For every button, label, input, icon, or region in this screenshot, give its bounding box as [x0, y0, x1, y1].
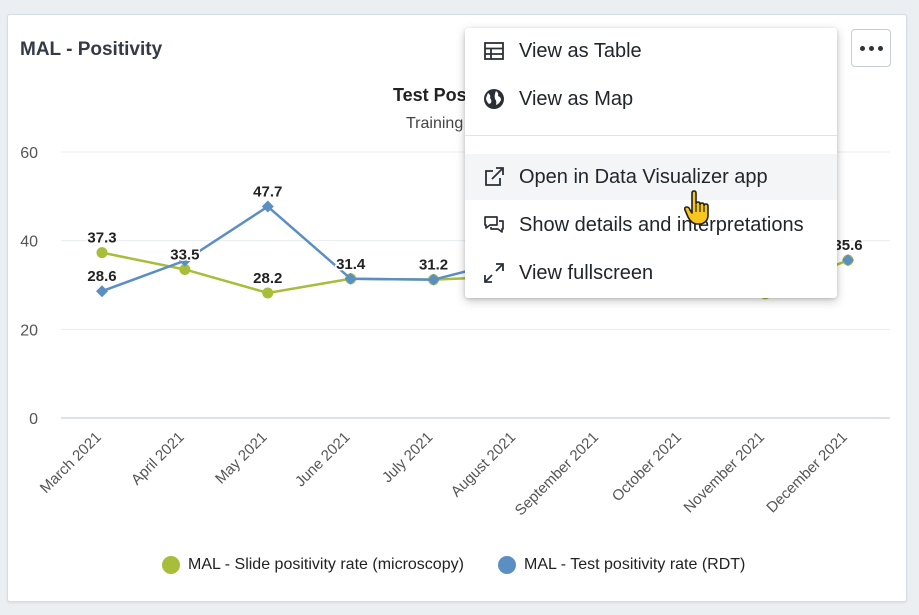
- data-label: 47.7: [253, 184, 282, 201]
- data-point[interactable]: [344, 272, 357, 285]
- data-label: 28.2: [253, 270, 282, 287]
- menu-item-view-map[interactable]: View as Map: [465, 76, 837, 122]
- x-tick-label: June 2021: [292, 429, 354, 491]
- menu-item-label: View fullscreen: [519, 261, 654, 284]
- data-label: 37.3: [87, 230, 116, 247]
- y-tick-label: 20: [20, 322, 38, 339]
- card-title: MAL - Positivity: [20, 39, 163, 60]
- y-tick-label: 0: [29, 411, 38, 428]
- legend-swatch: [162, 556, 180, 574]
- chart-subtitle: Training: [406, 115, 463, 132]
- menu-item-label: Show details and interpretations: [519, 213, 804, 236]
- more-options-button[interactable]: [851, 29, 891, 67]
- data-label: 31.2: [419, 257, 448, 274]
- dot-icon: [868, 45, 874, 51]
- chart-title: Test Pos: [393, 85, 467, 105]
- data-point[interactable]: [262, 287, 274, 299]
- legend-swatch: [498, 556, 516, 574]
- legend-item[interactable]: MAL - Slide positivity rate (microscopy): [162, 556, 464, 574]
- data-point[interactable]: [178, 254, 191, 267]
- data-label: 31.4: [336, 256, 366, 273]
- x-tick-label: May 2021: [212, 429, 271, 488]
- table-icon: [484, 42, 504, 60]
- data-point[interactable]: [427, 273, 440, 286]
- data-point[interactable]: [261, 200, 274, 213]
- x-tick-label: November 2021: [680, 429, 767, 516]
- y-tick-label: 40: [20, 234, 38, 251]
- series-line: [101, 204, 517, 293]
- x-tick-label: April 2021: [128, 429, 188, 489]
- comments-icon: [484, 216, 504, 233]
- menu-item-view-table[interactable]: View as Table: [465, 28, 837, 74]
- menu-item-open-data-visualizer[interactable]: Open in Data Visualizer app: [465, 154, 837, 200]
- data-point[interactable]: [96, 247, 108, 259]
- menu-item-show-details[interactable]: Show details and interpretations: [465, 202, 837, 248]
- y-tick-label: 60: [20, 145, 38, 162]
- dot-icon: [877, 45, 883, 51]
- context-menu: View as Table View as Map Open in Data V…: [465, 28, 837, 298]
- data-label: 28.6: [87, 268, 116, 285]
- legend-label: MAL - Slide positivity rate (microscopy): [188, 556, 464, 573]
- fullscreen-icon: [484, 263, 504, 283]
- external-link-icon: [485, 167, 504, 186]
- data-label: 35.6: [833, 237, 862, 254]
- legend-item[interactable]: MAL - Test positivity rate (RDT): [498, 556, 745, 574]
- x-tick-label: August 2021: [448, 429, 520, 501]
- x-tick-label: July 2021: [379, 429, 436, 486]
- menu-item-view-fullscreen[interactable]: View fullscreen: [465, 250, 837, 296]
- data-point[interactable]: [179, 263, 191, 275]
- data-point[interactable]: [96, 285, 108, 298]
- x-tick-label: September 2021: [512, 429, 602, 519]
- menu-divider: [465, 135, 837, 136]
- series-line: [101, 251, 517, 295]
- legend-label: MAL - Test positivity rate (RDT): [524, 556, 746, 573]
- globe-icon: [484, 89, 504, 109]
- menu-item-label: Open in Data Visualizer app: [519, 165, 768, 188]
- menu-item-label: View as Table: [519, 39, 642, 62]
- data-point[interactable]: [842, 254, 854, 267]
- menu-item-label: View as Map: [519, 87, 634, 110]
- dot-icon: [859, 45, 865, 51]
- x-tick-label: March 2021: [37, 429, 105, 497]
- data-label: 33.5: [170, 246, 199, 263]
- hand-pointer-icon: [684, 190, 709, 225]
- x-tick-label: December 2021: [763, 429, 850, 516]
- x-tick-label: October 2021: [609, 429, 685, 505]
